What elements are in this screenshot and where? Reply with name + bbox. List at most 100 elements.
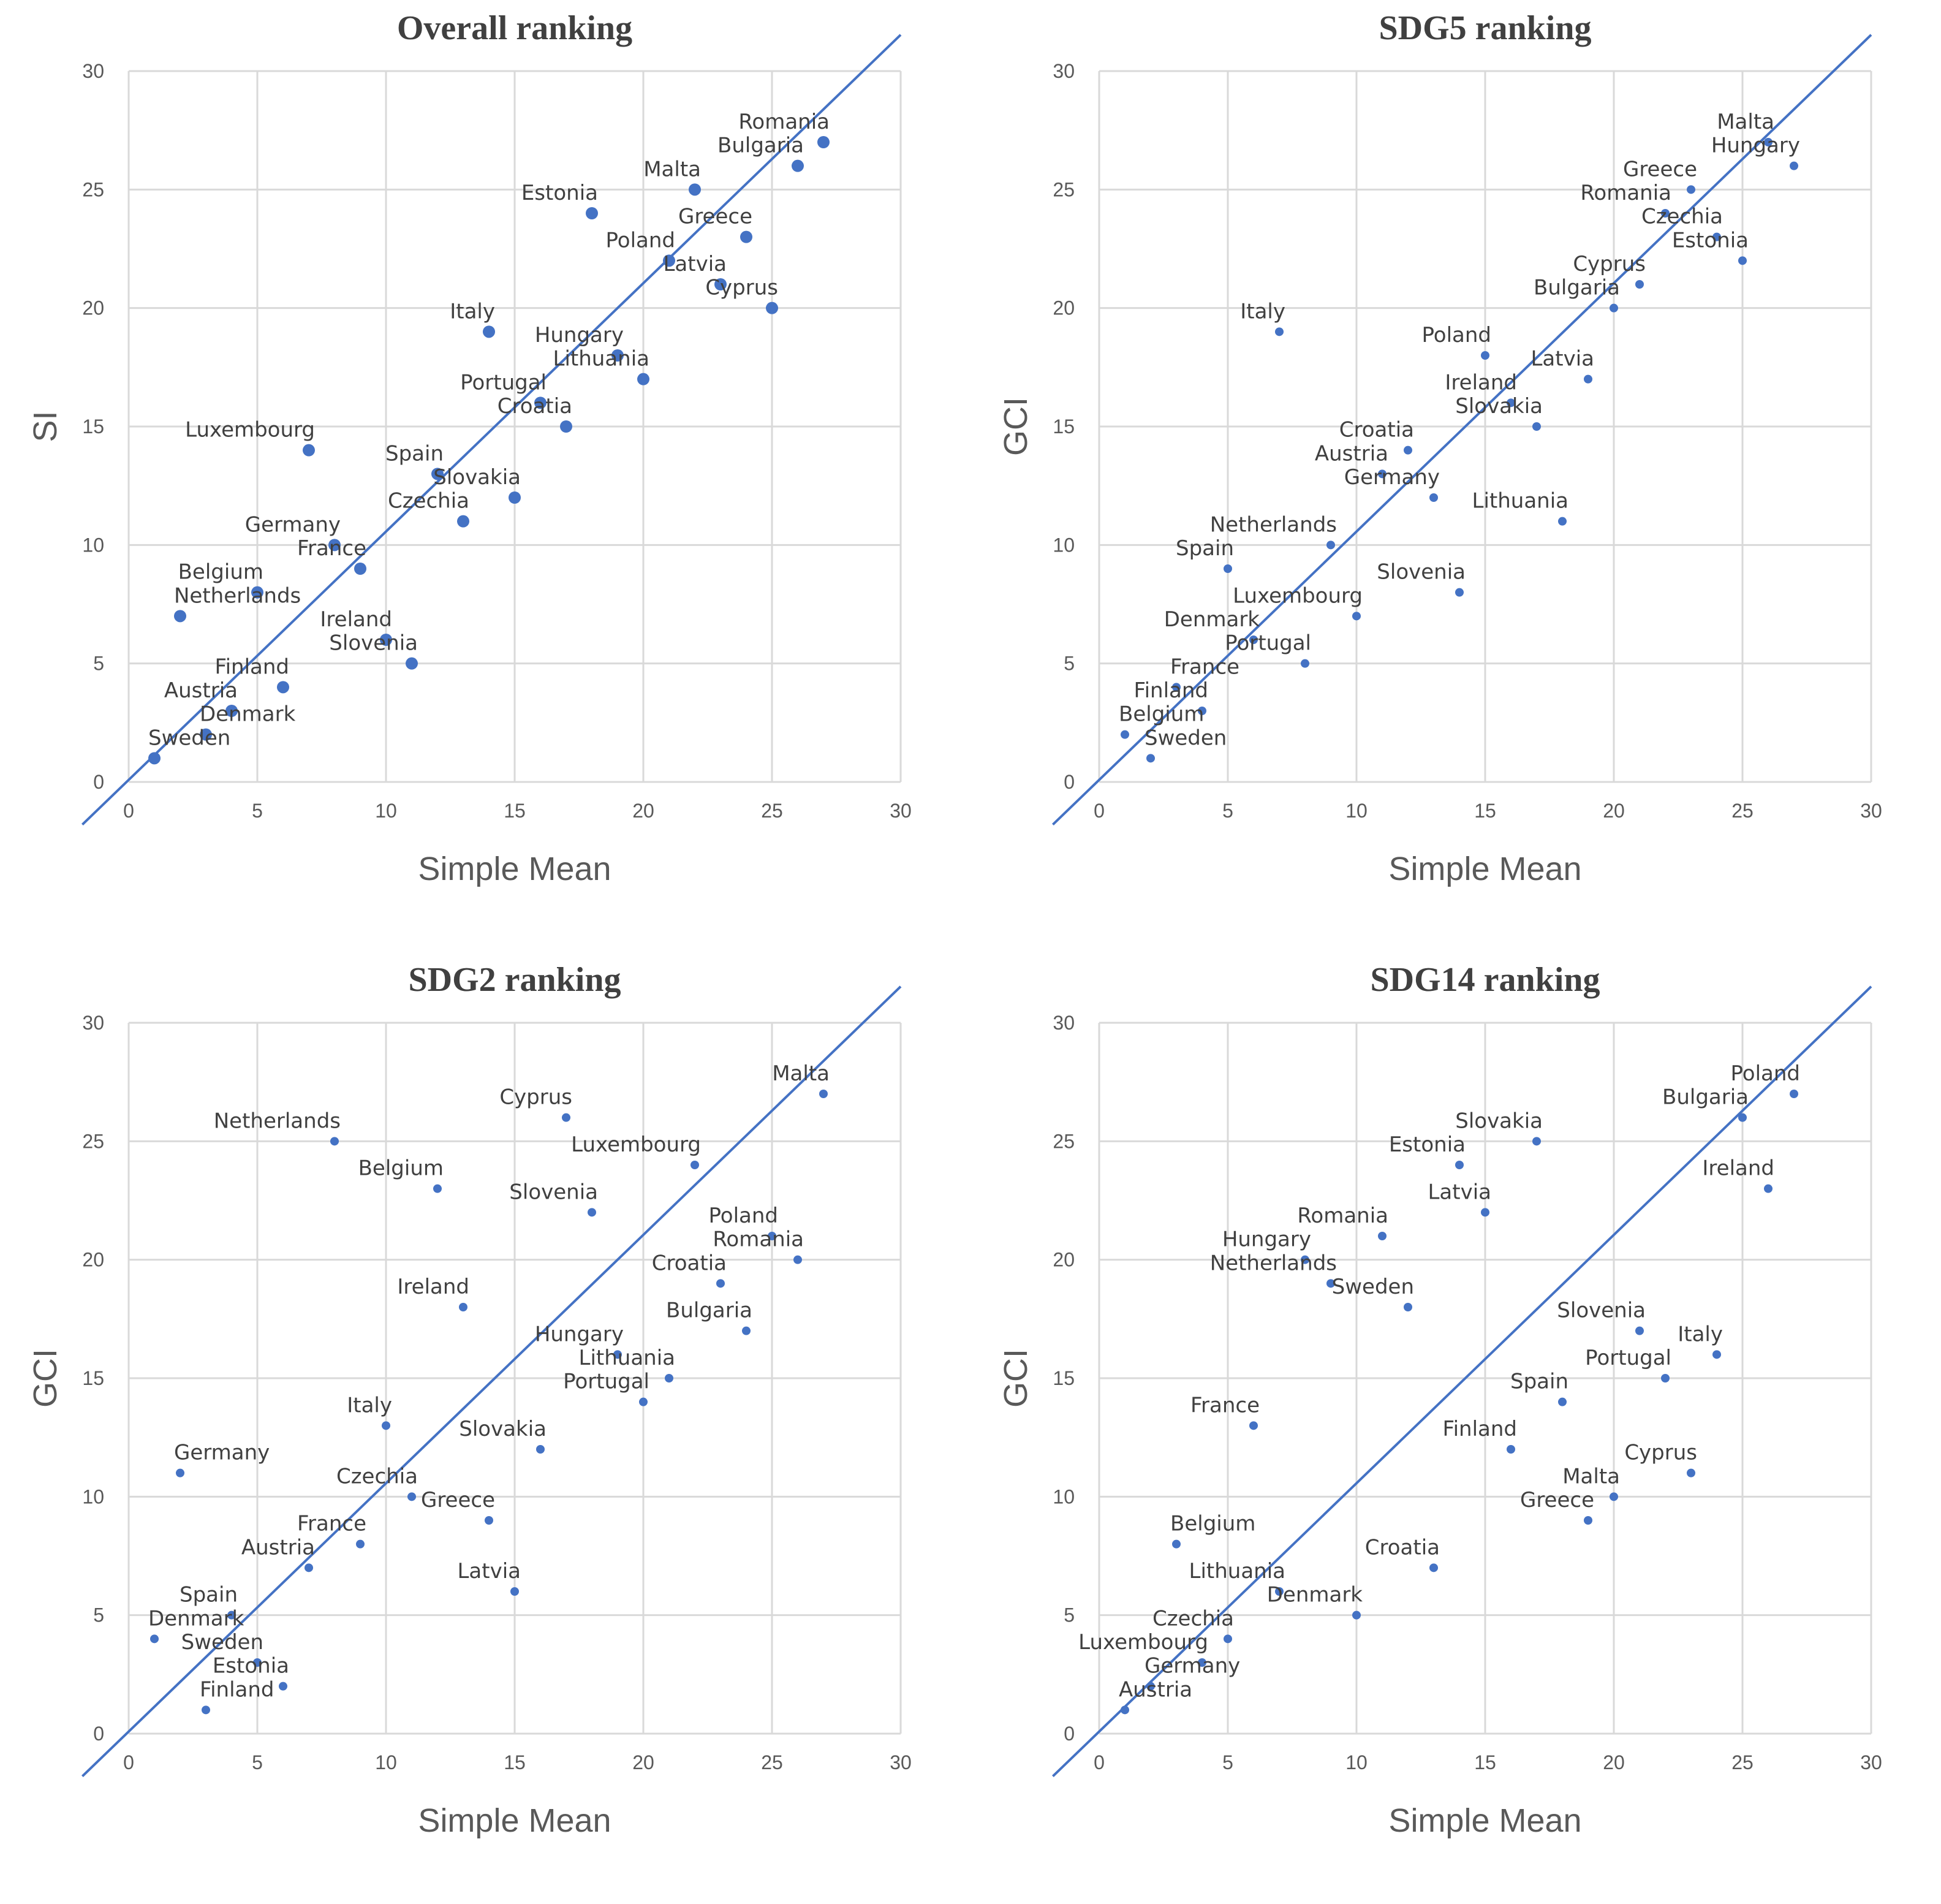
point-label: Croatia (1365, 1535, 1440, 1560)
data-point (1146, 1682, 1155, 1691)
data-point (483, 325, 495, 338)
point-label: Belgium (358, 1156, 444, 1181)
x-tick-label: 10 (375, 1751, 397, 1773)
point-label: Hungary (1222, 1227, 1311, 1252)
point-label: Portugal (460, 370, 547, 395)
point-label: Greece (1520, 1488, 1594, 1512)
data-point (1584, 374, 1592, 384)
y-tick-label: 25 (1053, 1130, 1075, 1152)
data-point (1249, 1421, 1258, 1430)
chart-sdg5-ranking: 0 5 10 15 20 25 30 0 5 10 15 20 25 30 SDG5 ranking Simp… (970, 0, 1941, 952)
point-label: Estonia (1389, 1132, 1466, 1157)
point-label: Lithuania (1472, 489, 1568, 514)
chart-svg: 0 5 10 15 20 25 30 0 5 10 15 20 25 30 SDG2 ranking Simp… (27, 961, 912, 1839)
y-tick-label: 15 (82, 1367, 104, 1389)
data-point (665, 1374, 673, 1382)
point-label: Poland (1730, 1061, 1800, 1086)
point-label: Lithuania (553, 347, 649, 371)
y-tick-label: 30 (1053, 60, 1075, 82)
data-point (1172, 1539, 1181, 1549)
x-tick-label: 20 (632, 1751, 654, 1773)
point-label: Ireland (397, 1275, 469, 1299)
x-tick-label: 30 (890, 800, 912, 822)
y-tick-label: 5 (1064, 1604, 1075, 1626)
x-tick-label: 0 (1094, 1751, 1105, 1773)
point-label: France (297, 1512, 366, 1536)
point-label: Ireland (1702, 1156, 1774, 1181)
point-label: Germany (174, 1441, 270, 1465)
point-label: Hungary (535, 323, 624, 347)
data-point (714, 278, 727, 290)
data-point (1687, 1468, 1695, 1477)
point-label: Slovakia (1455, 1109, 1543, 1133)
y-tick-label: 20 (82, 1249, 104, 1271)
data-point (1198, 1658, 1206, 1667)
data-point (253, 1658, 262, 1667)
data-point (1146, 754, 1155, 763)
point-label: Greece (421, 1488, 495, 1512)
point-label: Lithuania (579, 1346, 675, 1370)
data-point (1121, 1705, 1129, 1715)
x-tick-label: 25 (761, 800, 783, 822)
data-point (819, 1090, 828, 1098)
data-point (1661, 209, 1670, 218)
data-point (1301, 659, 1309, 668)
data-point (510, 1587, 519, 1596)
data-point (1249, 635, 1258, 644)
data-point (382, 1421, 390, 1430)
point-label: Austria (164, 678, 238, 703)
x-tick-label: 5 (252, 800, 263, 822)
point-label: Netherlands (1210, 512, 1337, 537)
data-point (1404, 1303, 1412, 1311)
point-label: Denmark (1267, 1583, 1363, 1607)
y-tick-label: 15 (1053, 1367, 1075, 1389)
data-point (691, 1161, 699, 1169)
point-label: Ireland (1445, 370, 1517, 395)
data-point (793, 1255, 802, 1264)
point-label: Portugal (1225, 631, 1311, 656)
point-label: Cyprus (705, 276, 778, 300)
point-label: Bulgaria (666, 1299, 752, 1323)
point-label: Lithuania (1189, 1559, 1285, 1584)
y-tick-label: 25 (82, 178, 104, 200)
data-point (1712, 1350, 1721, 1359)
x-tick-label: 10 (1345, 800, 1368, 822)
point-label: Ireland (320, 607, 392, 632)
data-point (1610, 1492, 1618, 1501)
data-point (817, 136, 830, 148)
x-tick-label: 15 (504, 1751, 526, 1773)
x-tick-label: 15 (504, 800, 526, 822)
data-point (431, 468, 444, 480)
data-point (1352, 612, 1361, 621)
point-label: Slovakia (433, 465, 521, 490)
data-point (509, 491, 521, 504)
point-label: Germany (1344, 465, 1440, 490)
data-point (536, 1445, 545, 1454)
data-point (459, 1303, 467, 1311)
y-tick-label: 10 (82, 1485, 104, 1508)
data-point (1712, 232, 1721, 241)
point-label: Spain (1510, 1370, 1568, 1394)
x-tick-label: 0 (1094, 800, 1105, 822)
x-tick-label: 30 (1860, 800, 1882, 822)
data-point (1532, 1137, 1541, 1146)
point-label: Croatia (498, 394, 572, 419)
data-point (1378, 469, 1387, 479)
point-label: Cyprus (1573, 252, 1646, 276)
data-point (1301, 1255, 1309, 1264)
point-label: Spain (180, 1583, 238, 1607)
point-label: Cyprus (1624, 1441, 1697, 1465)
point-label: Denmark (1164, 607, 1260, 632)
data-point (613, 1350, 622, 1359)
y-tick-label: 10 (1053, 1485, 1075, 1508)
point-label: Portugal (563, 1370, 649, 1394)
data-point (150, 1634, 159, 1644)
x-axis-label: Simple Mean (1388, 851, 1581, 887)
data-point (1404, 446, 1412, 455)
data-point (742, 1326, 751, 1335)
point-label: Estonia (1672, 228, 1749, 252)
point-label: Czechia (388, 489, 469, 514)
point-label: Finland (1134, 678, 1209, 703)
chart-title: SDG2 ranking (409, 961, 621, 999)
data-point (330, 1137, 339, 1146)
